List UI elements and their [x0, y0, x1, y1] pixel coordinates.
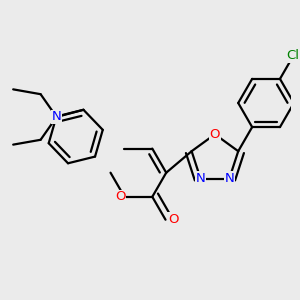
Text: N: N: [196, 172, 206, 185]
Text: O: O: [115, 190, 126, 203]
Text: N: N: [224, 172, 234, 185]
Text: N: N: [52, 110, 61, 124]
Text: O: O: [168, 213, 178, 226]
Text: Cl: Cl: [287, 50, 300, 62]
Text: O: O: [210, 128, 220, 141]
